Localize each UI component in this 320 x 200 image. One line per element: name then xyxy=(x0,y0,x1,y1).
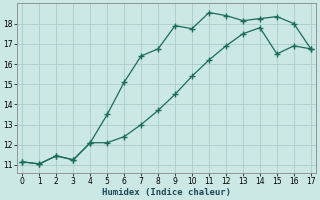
X-axis label: Humidex (Indice chaleur): Humidex (Indice chaleur) xyxy=(102,188,231,197)
